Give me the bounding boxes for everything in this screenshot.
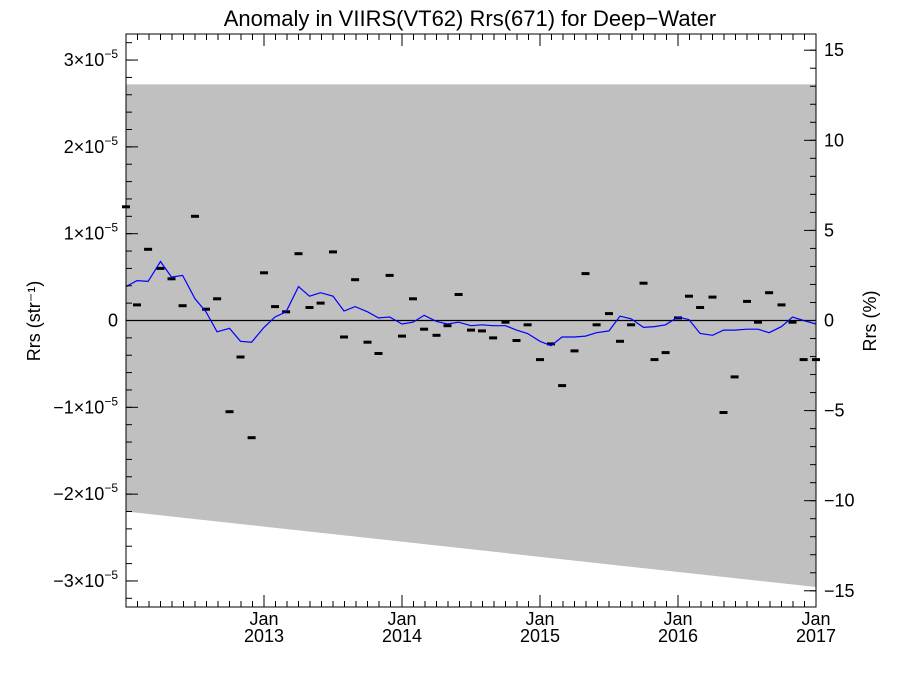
left-tick-label: 0	[108, 311, 118, 331]
left-tick-label: −3×10−5	[53, 568, 118, 591]
data-point	[156, 266, 165, 270]
data-point	[305, 306, 314, 309]
x-tick-year-label: 2015	[520, 626, 560, 646]
data-point	[788, 320, 797, 324]
y-axis-label-right: Rrs (%)	[860, 291, 880, 352]
x-tick-month-label: Jan	[249, 609, 278, 629]
data-point	[685, 294, 693, 298]
data-point	[605, 312, 613, 316]
data-point	[719, 411, 728, 414]
x-tick-year-label: 2013	[244, 626, 284, 646]
data-point	[202, 307, 210, 311]
right-tick-label: −15	[824, 581, 855, 601]
data-point	[167, 277, 176, 281]
data-point	[340, 335, 348, 339]
data-point	[616, 339, 624, 343]
data-point	[133, 303, 141, 307]
x-tick-month-label: Jan	[525, 609, 554, 629]
data-point	[523, 323, 532, 327]
data-point	[225, 410, 234, 414]
data-point	[501, 320, 510, 324]
data-point	[144, 247, 153, 251]
data-point	[443, 324, 452, 328]
data-point	[178, 304, 187, 308]
data-point	[708, 295, 717, 299]
data-point	[420, 327, 429, 331]
right-tick-label: 0	[824, 311, 834, 331]
data-point	[674, 316, 682, 320]
data-point	[730, 375, 739, 379]
data-point	[581, 272, 590, 276]
chart-title: Anomaly in VIIRS(VT62) Rrs(671) for Deep…	[224, 6, 717, 31]
data-point	[385, 273, 394, 277]
tick-layer	[125, 34, 817, 607]
data-point	[409, 297, 417, 301]
data-point	[650, 358, 659, 362]
left-tick-label: 1×10−5	[64, 221, 119, 244]
data-point	[454, 293, 463, 296]
right-tick-label: 15	[824, 40, 844, 60]
right-tick-label: 10	[824, 130, 844, 150]
data-point	[478, 329, 486, 333]
data-point	[592, 323, 601, 327]
left-tick-label: −2×10−5	[53, 481, 118, 504]
right-tick-label: 5	[824, 220, 834, 240]
x-tick-month-label: Jan	[663, 609, 692, 629]
data-point	[661, 351, 670, 355]
data-point	[271, 305, 279, 309]
x-tick-month-label: Jan	[387, 609, 416, 629]
left-tick-label: 3×10−5	[64, 47, 119, 70]
data-point	[765, 291, 774, 295]
right-tick-label: −5	[824, 401, 845, 421]
smoothed-anomaly-line	[125, 260, 817, 347]
data-point	[696, 306, 705, 309]
data-point	[363, 340, 372, 344]
data-point	[743, 299, 751, 303]
data-point	[247, 436, 256, 440]
data-point	[432, 333, 441, 337]
data-point	[754, 320, 762, 324]
data-point	[260, 271, 268, 275]
data-point	[398, 334, 406, 338]
data-point	[639, 281, 648, 285]
x-tick-month-label: Jan	[801, 609, 830, 629]
tick-label-layer: 3×10−5 2×10−5 1×10−5 0 −1×10−5 −2×10−5 −3×10−5…	[53, 40, 854, 646]
data-point	[329, 250, 337, 254]
data-point	[570, 349, 579, 353]
data-point	[627, 323, 636, 327]
left-tick-label: 2×10−5	[64, 134, 119, 157]
right-tick-label: −10	[824, 491, 855, 511]
left-tick-label: −1×10−5	[53, 394, 118, 417]
data-point	[351, 278, 360, 282]
data-point	[213, 297, 222, 301]
uncertainty-band	[126, 84, 816, 588]
data-point	[191, 214, 199, 218]
data-point	[236, 355, 245, 359]
uncertainty-band-layer	[126, 84, 816, 588]
x-tick-year-label: 2014	[382, 626, 422, 646]
data-point	[512, 339, 521, 342]
data-point	[374, 352, 383, 355]
y-axis-label-left: Rrs (str⁻¹)	[24, 281, 44, 361]
data-point	[316, 301, 325, 305]
data-point	[294, 252, 303, 256]
data-point	[799, 358, 808, 362]
x-tick-year-label: 2016	[658, 626, 698, 646]
data-point	[489, 336, 498, 340]
data-point	[536, 358, 544, 362]
data-point	[777, 303, 786, 307]
x-tick-year-label: 2017	[796, 626, 836, 646]
data-point	[467, 328, 475, 332]
data-point	[558, 384, 567, 388]
data-point	[547, 342, 555, 346]
